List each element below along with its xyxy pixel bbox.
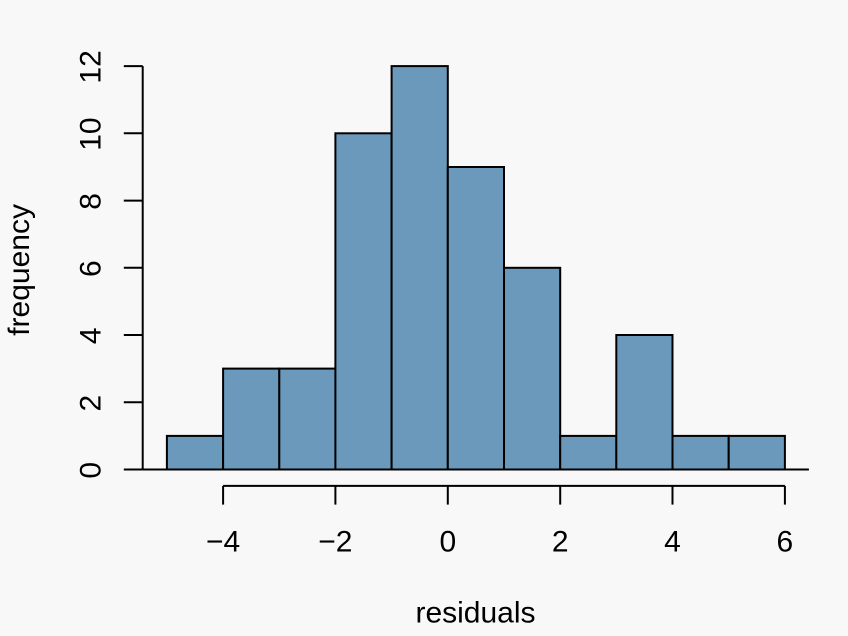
svg-text:4: 4 (74, 327, 107, 344)
svg-text:2: 2 (552, 526, 569, 559)
svg-text:frequency: frequency (3, 204, 36, 336)
svg-text:−4: −4 (206, 525, 240, 558)
svg-text:−2: −2 (318, 525, 352, 558)
svg-text:2: 2 (74, 395, 107, 412)
svg-text:0: 0 (74, 462, 107, 479)
svg-text:0: 0 (439, 526, 456, 559)
svg-text:10: 10 (75, 117, 108, 150)
svg-text:residuals: residuals (415, 597, 535, 630)
svg-text:12: 12 (75, 50, 108, 83)
svg-text:4: 4 (664, 526, 681, 559)
svg-text:6: 6 (75, 260, 108, 277)
svg-text:8: 8 (75, 193, 108, 210)
svg-text:6: 6 (777, 526, 794, 559)
